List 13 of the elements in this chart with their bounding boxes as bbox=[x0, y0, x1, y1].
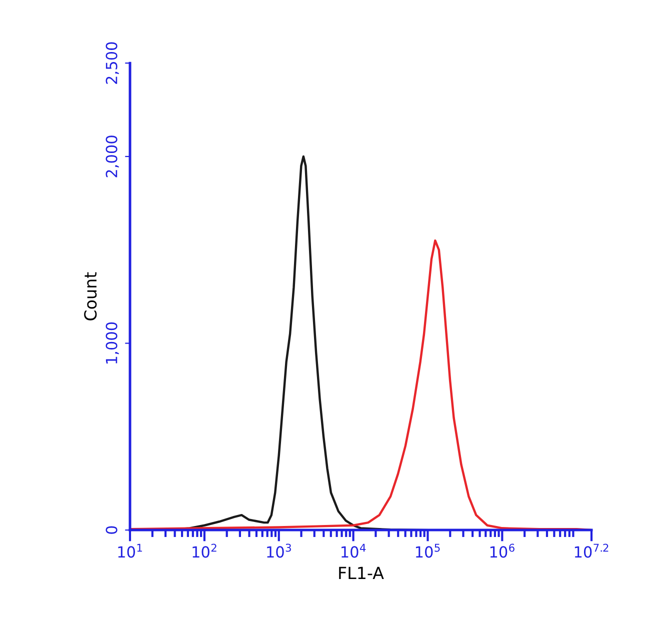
x-tick-label: 10$^{1}$ bbox=[118, 544, 142, 558]
y-tick-label: 2,500 bbox=[106, 42, 119, 84]
x-tick-label: 10$^{6}$ bbox=[490, 544, 514, 558]
y-tick-label: 2,000 bbox=[106, 136, 119, 178]
x-tick-label: 10$^{2}$ bbox=[192, 544, 216, 558]
x-tick-label: 10$^{5}$ bbox=[416, 544, 440, 558]
x-axis-title: FL1-A bbox=[339, 566, 384, 580]
x-tick-label: 10$^{3}$ bbox=[267, 544, 291, 558]
y-axis-title: Count bbox=[84, 272, 97, 320]
x-tick-label: 10$^{7.2}$ bbox=[574, 544, 608, 558]
y-tick-label: 1,000 bbox=[106, 322, 119, 364]
y-tick-label: 0 bbox=[106, 526, 118, 534]
x-tick-label: 10$^{4}$ bbox=[342, 544, 366, 558]
